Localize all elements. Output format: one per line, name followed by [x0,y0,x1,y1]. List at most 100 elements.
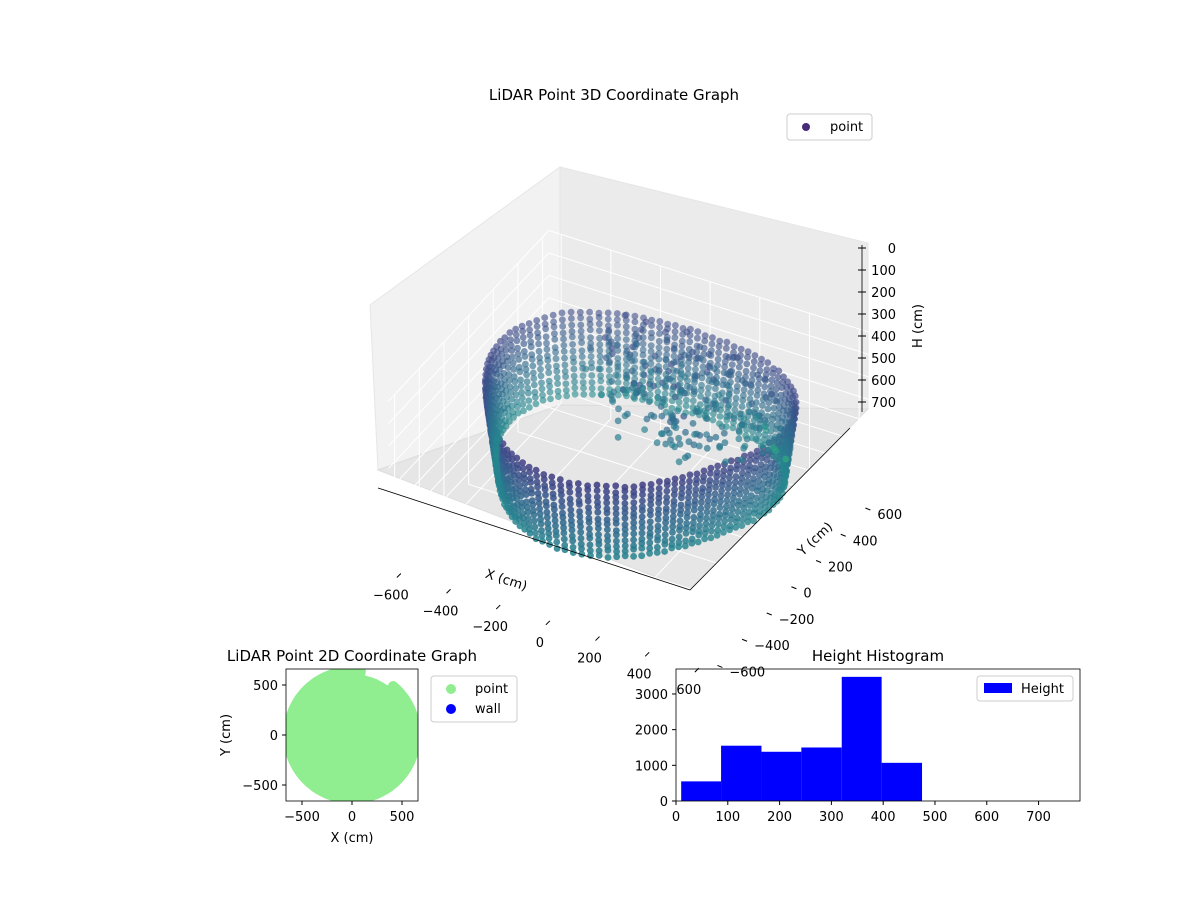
point-3d [604,526,611,533]
point-3d [517,376,524,384]
point-3d [712,385,719,392]
x-tick-3d [396,573,402,578]
point-3d [647,354,655,362]
point-3d [754,386,762,394]
point-3d [685,494,692,501]
point-3d [723,370,731,378]
point-3d [639,346,647,354]
point-3d [639,370,647,378]
point-3d [763,412,771,420]
point-3d [668,397,676,405]
point-3d [520,475,528,482]
point-3d [773,379,781,387]
point-3d [732,394,740,402]
point-3d [647,342,655,349]
point-3d [621,509,629,517]
point-3d [736,357,744,365]
point-3d [742,373,749,381]
point-3d [638,513,646,521]
point-3d [545,377,553,385]
grid-line-3d [388,275,550,447]
point-3d [646,549,653,557]
point-3d [586,534,594,542]
point-3d [715,514,723,522]
point-3d [662,371,670,378]
point-3d [540,475,548,483]
legend-2d-wall-marker [446,704,456,714]
point-3d [776,397,784,405]
histogram-bar [721,745,762,801]
point-3d [621,552,629,560]
point-3d [655,369,662,376]
point-3d [682,428,689,436]
point-3d [679,325,687,332]
point-3d [698,493,706,501]
point-3d [613,543,620,550]
point-3d [752,413,760,421]
point-3d [720,523,728,531]
point-3d [647,511,654,519]
point-3d [696,355,704,362]
point-3d [512,331,520,339]
point-3d [677,510,684,518]
point-3d [606,378,613,386]
histogram-x-tick-label: 300 [819,810,844,825]
point-3d [568,526,576,534]
point-3d [683,514,691,521]
point-3d [543,345,551,353]
point-3d [621,521,629,529]
point-3d [664,320,672,328]
point-3d [571,384,579,392]
point-3d [526,468,533,476]
point-3d [631,332,639,340]
point-3d [533,317,541,324]
point-3d [596,327,603,334]
point-3d [502,346,510,354]
point-3d [511,378,519,386]
point-3d [643,415,651,423]
point-3d [725,382,732,390]
point-3d [678,348,686,356]
histogram-y-tick-label: 2000 [635,724,668,739]
x-tick-label-3d: 200 [577,652,602,667]
point-3d [594,508,602,516]
point-3d [507,342,515,349]
point-3d [530,375,538,382]
point-3d [709,416,717,424]
point-3d [582,365,590,373]
grid-line-3d [493,457,817,561]
points-2d [286,669,418,801]
point-3d [587,340,595,347]
legend-histogram: Height [976,675,1074,702]
point-3d [739,516,746,523]
point-3d [531,523,539,531]
point-3d [676,392,683,400]
x-tick-label-3d: −600 [373,589,409,604]
point-3d [506,418,513,425]
point-3d [710,500,718,508]
point-3d [579,372,587,380]
point-3d [584,492,592,500]
point-3d [507,336,514,344]
point-3d [654,388,662,396]
y-tick-3d [717,665,723,668]
point-3d [532,400,540,408]
point-3d [646,544,654,552]
point-3d [724,403,732,411]
point-3d [742,488,750,496]
point-3d [713,374,720,381]
point-3d [631,325,639,333]
point-3d [639,340,647,348]
point-3d [606,386,613,393]
point-3d [662,440,670,448]
point-3d [765,446,772,454]
point-3d [668,544,676,552]
point-3d [779,489,786,497]
point-3d [685,358,692,366]
point-3d [569,537,577,545]
point-3d [593,481,601,489]
point-3d [543,502,550,510]
point-3d [596,347,604,354]
point-3d [669,517,677,525]
point-3d [539,396,547,404]
